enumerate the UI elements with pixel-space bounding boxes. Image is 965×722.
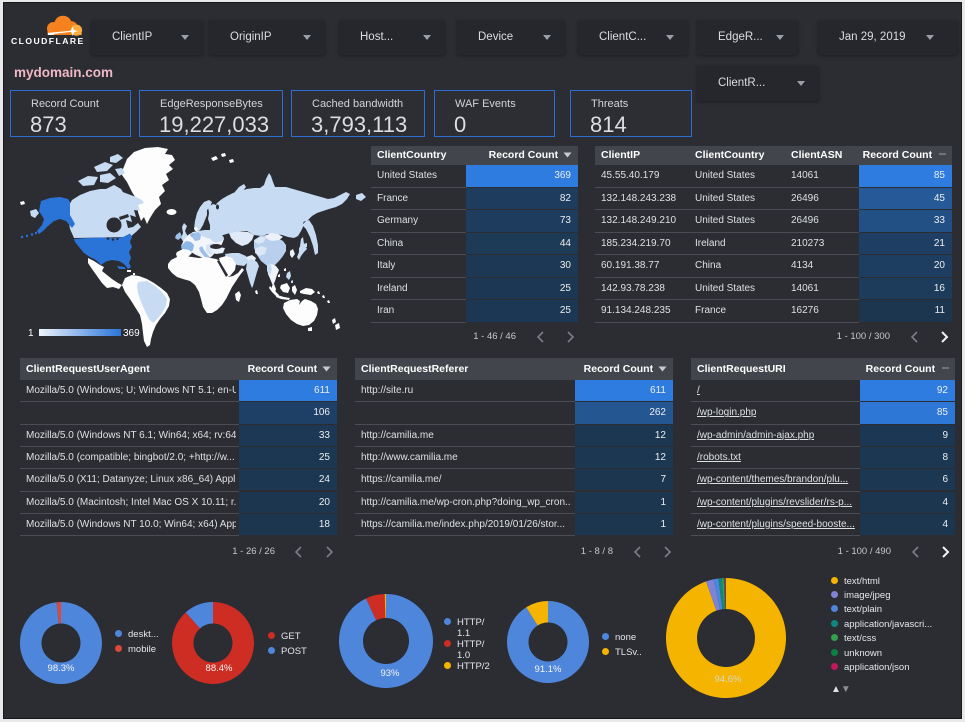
svg-text:369: 369 [123,328,140,339]
svg-text:CLOUDFLARE: CLOUDFLARE [11,36,85,46]
svg-text:1: 1 [28,328,34,339]
